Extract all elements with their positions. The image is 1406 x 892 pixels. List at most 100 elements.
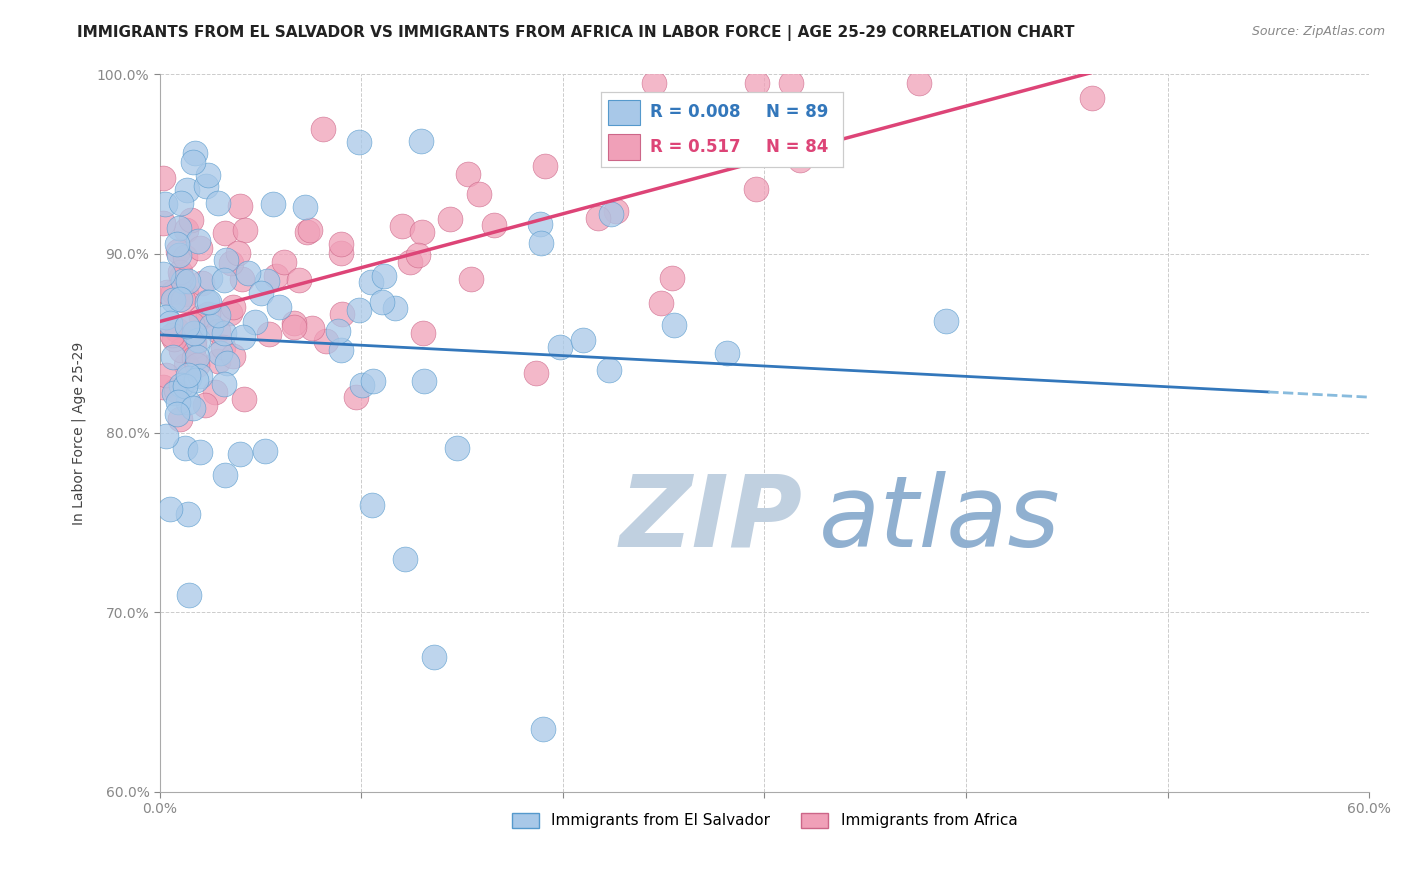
Point (174, 223, 197, 237)
Point (188, 368, 211, 383)
Point (330, 245, 353, 260)
Point (779, 76, 801, 90)
Text: atlas: atlas (818, 471, 1060, 567)
Point (197, 307, 219, 321)
Point (935, 314, 957, 328)
Point (169, 269, 191, 284)
Point (159, 502, 181, 516)
Point (212, 326, 235, 340)
Point (467, 186, 489, 201)
Point (152, 267, 174, 281)
Point (361, 498, 384, 512)
Point (600, 207, 623, 221)
Text: IMMIGRANTS FROM EL SALVADOR VS IMMIGRANTS FROM AFRICA IN LABOR FORCE | AGE 25-29: IMMIGRANTS FROM EL SALVADOR VS IMMIGRANT… (77, 25, 1074, 41)
Point (460, 272, 482, 286)
Point (326, 324, 349, 338)
Point (180, 213, 202, 227)
Point (166, 408, 188, 422)
Point (219, 256, 242, 270)
Point (330, 307, 353, 321)
Point (181, 154, 204, 169)
Point (198, 270, 221, 285)
Point (174, 359, 197, 373)
Point (159, 316, 181, 330)
Point (152, 171, 174, 186)
Text: ZIP: ZIP (620, 471, 803, 567)
Point (183, 351, 205, 365)
Point (195, 178, 218, 193)
Point (184, 373, 207, 387)
Point (183, 326, 205, 340)
Point (183, 334, 205, 348)
Point (174, 441, 197, 455)
Point (167, 248, 190, 262)
Point (217, 356, 239, 370)
Point (598, 362, 620, 376)
Point (371, 294, 394, 309)
Point (162, 293, 184, 308)
Point (177, 588, 200, 602)
Point (200, 318, 222, 333)
Point (156, 285, 179, 299)
Point (423, 650, 446, 665)
Point (163, 332, 186, 346)
Point (330, 237, 353, 252)
Point (167, 244, 190, 258)
Point (170, 196, 193, 211)
Point (207, 354, 229, 368)
Point (294, 200, 316, 214)
Point (184, 145, 207, 160)
Y-axis label: In Labor Force | Age 25-29: In Labor Force | Age 25-29 (72, 342, 86, 524)
Point (166, 323, 188, 337)
Point (457, 167, 479, 181)
Point (446, 441, 468, 455)
Point (643, 76, 665, 90)
Point (250, 285, 273, 300)
Point (262, 197, 284, 211)
Point (650, 295, 672, 310)
Point (190, 310, 212, 324)
Point (155, 429, 177, 443)
Point (177, 368, 200, 382)
Point (232, 330, 254, 344)
Point (605, 203, 627, 218)
Point (152, 380, 174, 394)
Point (197, 168, 219, 182)
Point (747, 76, 769, 90)
Point (166, 237, 188, 252)
Point (789, 153, 811, 167)
Text: Source: ZipAtlas.com: Source: ZipAtlas.com (1251, 25, 1385, 38)
Point (162, 327, 184, 342)
Point (233, 392, 256, 406)
Point (173, 250, 195, 264)
Point (269, 300, 291, 314)
Point (212, 377, 235, 392)
Point (529, 218, 551, 232)
Point (283, 320, 305, 334)
Legend: Immigrants from El Salvador, Immigrants from Africa: Immigrants from El Salvador, Immigrants … (506, 807, 1024, 835)
Point (1080, 91, 1102, 105)
Point (413, 374, 436, 388)
Point (155, 310, 177, 324)
Point (169, 343, 191, 357)
Point (411, 134, 433, 148)
Point (233, 223, 256, 237)
Point (215, 252, 238, 267)
Point (176, 287, 198, 301)
Point (181, 317, 204, 331)
Point (391, 219, 413, 233)
Point (208, 345, 231, 359)
Point (312, 122, 335, 136)
Point (411, 225, 433, 239)
Point (191, 277, 214, 291)
Point (373, 268, 395, 283)
Point (586, 211, 609, 225)
Point (394, 551, 416, 566)
Point (187, 333, 209, 347)
Point (152, 216, 174, 230)
Point (245, 314, 267, 328)
Point (181, 401, 204, 415)
Point (617, 141, 640, 155)
Point (360, 276, 382, 290)
Point (162, 350, 184, 364)
